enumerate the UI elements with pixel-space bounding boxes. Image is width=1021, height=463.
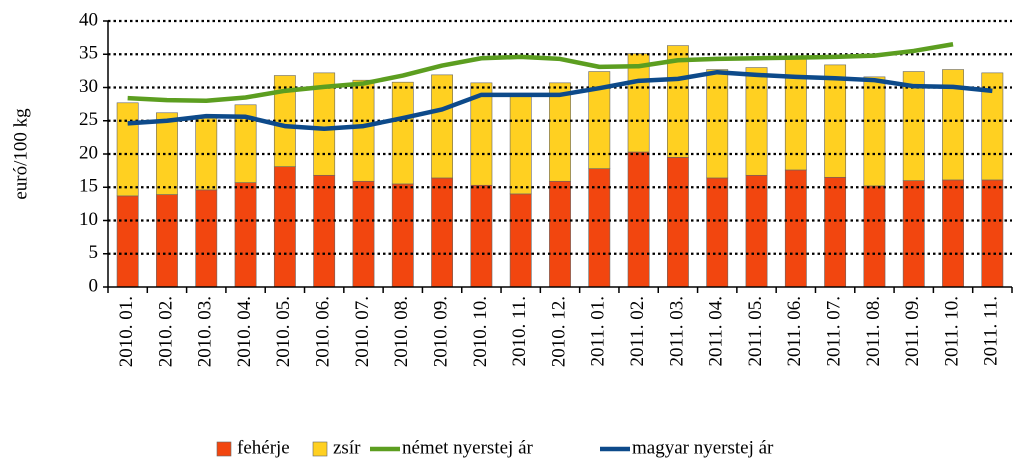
x-tick-label: 2010. 12.	[548, 296, 569, 367]
bar-segment	[391, 183, 414, 288]
bar-segment	[863, 185, 886, 288]
bar-segment	[981, 179, 1004, 288]
bar-segment	[470, 82, 493, 186]
bar-segment	[156, 112, 178, 195]
bar-segment	[313, 72, 336, 176]
bar-segment	[942, 69, 964, 181]
x-tick-label: 2011. 09.	[902, 296, 923, 367]
y-tick-label: 30	[79, 76, 98, 97]
y-tick-label: 20	[79, 142, 98, 163]
x-tick-label: 2011. 06.	[784, 296, 805, 367]
legend-label: zsír	[333, 437, 361, 458]
x-tick-label: 2010. 11.	[509, 296, 530, 367]
x-tick-label: 2011. 08.	[863, 296, 884, 367]
y-tick-label: 25	[79, 109, 98, 130]
bar-segment	[706, 177, 729, 288]
bar-segment	[549, 180, 571, 288]
bar-segment	[234, 104, 257, 183]
legend-swatch	[216, 441, 232, 457]
bar-segment	[195, 115, 218, 191]
bar-segment	[470, 184, 493, 288]
x-tick-label: 2010. 07.	[352, 296, 373, 367]
bar-segment	[313, 174, 336, 288]
x-tick-label: 2010. 05.	[273, 296, 294, 367]
legend-label: fehérje	[237, 437, 290, 458]
bar-segment	[116, 195, 139, 288]
x-tick-label: 2010. 09.	[430, 296, 451, 367]
legend-label: német nyerstej ár	[402, 437, 534, 458]
bar-segment	[863, 76, 886, 187]
x-tick-label: 2011. 11.	[981, 296, 1002, 366]
x-tick-label: 2010. 01.	[116, 296, 137, 367]
x-tick-label: 2010. 03.	[195, 296, 216, 367]
bar-segment	[116, 102, 139, 197]
bar-segment	[824, 176, 847, 288]
bar-segment	[902, 180, 925, 288]
y-axis-label: euró/100 kg	[10, 108, 31, 200]
bar-segment	[667, 45, 689, 158]
line-series	[127, 42, 954, 104]
bar-segment	[942, 179, 964, 288]
x-tick-label: 2010. 04.	[234, 296, 255, 367]
x-tick-label: 2011. 02.	[627, 296, 648, 367]
bar-segment	[745, 174, 768, 288]
x-tick-label: 2011. 07.	[823, 296, 844, 367]
bar-segment	[431, 74, 453, 179]
bar-segment	[352, 79, 375, 182]
line-series	[127, 69, 993, 131]
bar-segment	[981, 72, 1004, 181]
bar-segment	[549, 82, 571, 182]
x-tick-label: 2011. 05.	[745, 296, 766, 367]
bar-segment	[195, 189, 218, 288]
x-tick-label: 2010. 08.	[391, 296, 412, 367]
x-tick-label: 2010. 06.	[313, 296, 334, 367]
legend-swatch	[312, 441, 328, 457]
x-tick-label: 2011. 10.	[941, 296, 962, 367]
y-tick-label: 10	[79, 209, 98, 230]
bar-segment	[352, 180, 375, 288]
legend-label: magyar nyerstej ár	[632, 437, 774, 458]
bar-segment	[509, 93, 532, 195]
bar-segment	[745, 67, 768, 176]
bar-segment	[509, 193, 532, 288]
x-tick-label: 2010. 10.	[470, 296, 491, 367]
x-tick-label: 2011. 01.	[588, 296, 609, 367]
y-tick-label: 15	[79, 176, 98, 197]
bar-segment	[706, 69, 729, 179]
y-tick-label: 0	[89, 275, 99, 296]
bar-segment	[431, 177, 453, 288]
bar-segment	[234, 182, 257, 288]
bar-segment	[627, 53, 650, 153]
x-tick-label: 2010. 02.	[155, 296, 176, 367]
y-tick-label: 5	[89, 242, 99, 263]
x-tick-label: 2011. 04.	[706, 296, 727, 367]
y-tick-label: 40	[79, 9, 98, 30]
bar-segment	[667, 157, 689, 288]
y-tick-label: 35	[79, 43, 98, 64]
bar-segment	[273, 166, 296, 288]
bar-segment	[902, 71, 925, 181]
bar-segment	[156, 194, 178, 288]
x-tick-label: 2011. 03.	[666, 296, 687, 367]
bar-segment	[391, 81, 414, 185]
